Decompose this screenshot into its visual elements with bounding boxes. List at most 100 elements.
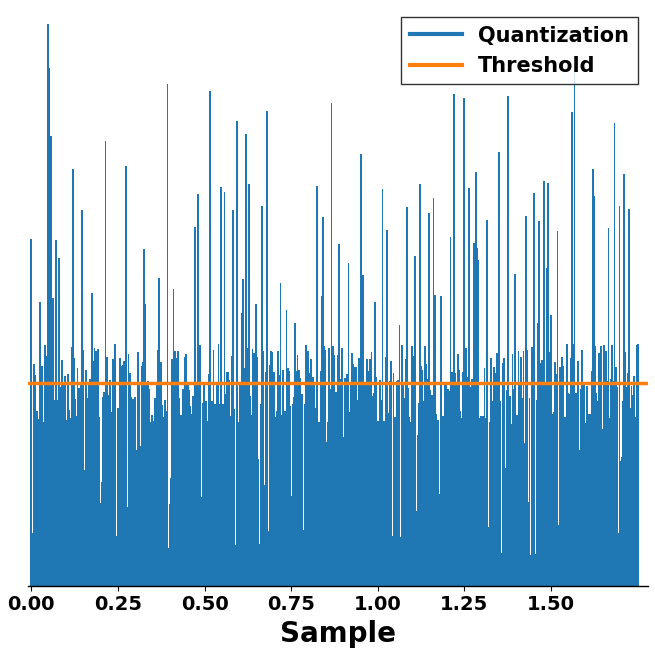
Bar xyxy=(604,421,606,586)
Bar xyxy=(75,416,77,586)
Bar xyxy=(304,404,306,586)
Bar xyxy=(550,315,552,586)
Bar xyxy=(118,423,120,586)
Bar xyxy=(362,275,364,586)
Bar xyxy=(593,196,595,586)
Bar xyxy=(417,435,419,586)
Bar xyxy=(475,172,477,586)
Bar xyxy=(352,364,354,586)
Bar xyxy=(614,122,616,586)
Bar xyxy=(202,403,204,586)
Bar xyxy=(584,422,586,586)
Bar xyxy=(538,221,540,586)
Bar xyxy=(117,407,119,586)
Bar xyxy=(334,400,336,586)
X-axis label: Sample: Sample xyxy=(280,620,396,648)
Bar xyxy=(561,357,563,586)
Bar xyxy=(533,377,534,586)
Bar xyxy=(381,400,382,586)
Bar xyxy=(305,345,307,586)
Bar xyxy=(324,350,326,586)
Bar xyxy=(187,383,189,586)
Bar xyxy=(582,415,584,586)
Bar xyxy=(148,389,150,586)
Bar xyxy=(463,98,465,586)
Bar xyxy=(588,414,590,586)
Bar xyxy=(445,385,447,586)
Bar xyxy=(395,419,397,586)
Bar xyxy=(575,393,576,586)
Bar xyxy=(276,411,278,586)
Bar xyxy=(627,373,629,586)
Bar xyxy=(185,354,187,586)
Bar xyxy=(558,525,559,586)
Bar xyxy=(509,396,511,586)
Bar xyxy=(367,371,369,586)
Bar xyxy=(329,389,331,586)
Bar xyxy=(456,383,458,586)
Bar xyxy=(197,194,198,586)
Bar xyxy=(628,210,630,586)
Bar xyxy=(600,346,602,586)
Bar xyxy=(151,415,153,586)
Bar xyxy=(592,169,593,586)
Bar xyxy=(492,414,494,586)
Bar xyxy=(122,361,124,586)
Bar xyxy=(408,417,410,586)
Bar xyxy=(94,348,96,586)
Bar xyxy=(624,174,626,586)
Bar xyxy=(634,417,636,586)
Bar xyxy=(544,384,546,586)
Bar xyxy=(125,166,127,586)
Bar xyxy=(47,407,48,586)
Bar xyxy=(281,415,282,586)
Bar xyxy=(386,230,388,586)
Bar xyxy=(487,527,489,586)
Bar xyxy=(248,184,250,586)
Bar xyxy=(107,395,109,586)
Bar xyxy=(206,421,208,586)
Bar xyxy=(56,413,58,586)
Bar xyxy=(283,552,285,586)
Bar xyxy=(324,346,325,586)
Bar xyxy=(422,370,424,586)
Bar xyxy=(502,363,504,586)
Bar xyxy=(263,351,265,586)
Bar xyxy=(438,421,440,586)
Bar xyxy=(250,415,252,586)
Bar xyxy=(38,419,39,586)
Bar xyxy=(199,345,201,586)
Bar xyxy=(407,388,409,586)
Bar xyxy=(615,367,617,586)
Bar xyxy=(631,386,633,586)
Bar xyxy=(617,533,619,586)
Bar xyxy=(300,416,302,586)
Bar xyxy=(429,390,431,586)
Bar xyxy=(74,399,76,586)
Bar xyxy=(244,367,246,586)
Bar xyxy=(91,293,93,586)
Bar xyxy=(220,187,222,586)
Bar xyxy=(490,358,491,586)
Bar xyxy=(599,405,601,586)
Bar xyxy=(153,533,155,586)
Bar xyxy=(170,477,172,586)
Bar xyxy=(157,350,159,586)
Bar xyxy=(493,367,495,586)
Bar xyxy=(30,238,32,586)
Bar xyxy=(555,373,557,586)
Bar xyxy=(84,470,86,586)
Bar xyxy=(400,537,402,586)
Bar xyxy=(513,389,515,586)
Bar xyxy=(233,409,235,586)
Bar xyxy=(357,400,359,586)
Bar xyxy=(165,411,167,586)
Bar xyxy=(277,351,279,586)
Bar xyxy=(632,395,633,586)
Bar xyxy=(121,366,122,586)
Bar xyxy=(48,67,50,586)
Bar xyxy=(193,533,195,586)
Bar xyxy=(507,96,508,586)
Bar xyxy=(597,401,599,586)
Bar xyxy=(399,325,400,586)
